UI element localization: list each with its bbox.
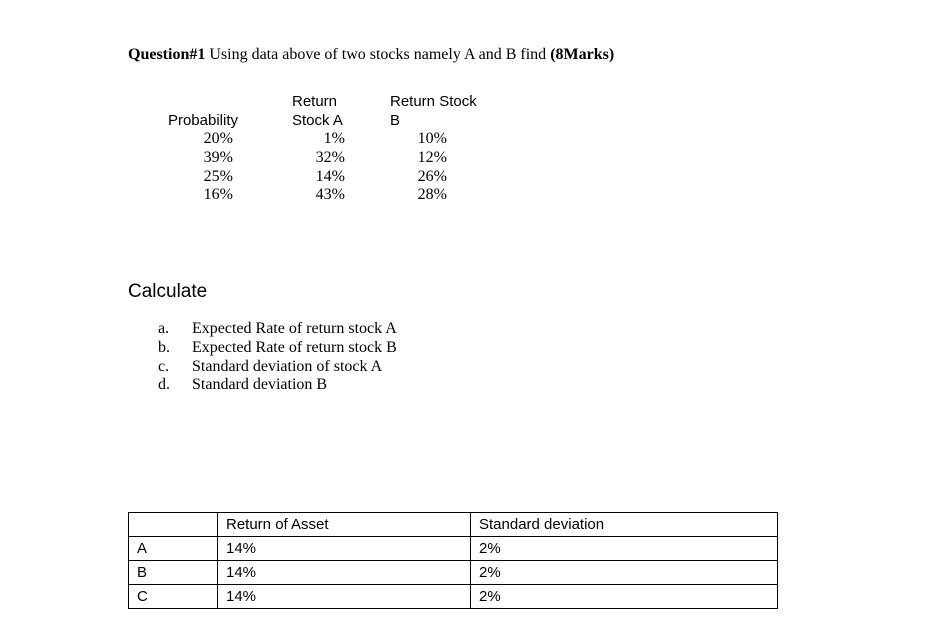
calculate-list: a. Expected Rate of return stock A b. Expe… <box>158 320 397 395</box>
question-title: Question#1 Using data above of two stock… <box>128 45 614 64</box>
stocks-column-return-stock-a: Return Stock A 1% 32% 14% 43% <box>288 93 345 205</box>
column-header: Return <box>292 93 338 110</box>
row-label: B <box>128 560 218 585</box>
list-item-marker: a. <box>158 320 170 337</box>
list-item-marker: c. <box>158 357 170 375</box>
stocks-column-return-stock-b: Return Stock B 10% 12% 26% 28% <box>386 93 477 205</box>
return-of-asset-cell: 14% <box>217 536 471 561</box>
list-item: c. Standard deviation of stock A <box>158 358 397 377</box>
return-of-asset-cell: 14% <box>217 560 471 585</box>
list-item: d. Standard deviation B <box>158 376 397 395</box>
return-a-value: 14% <box>315 167 345 185</box>
column-header: Probability <box>167 111 238 129</box>
table-header-row: Return of Asset Standard deviation <box>128 512 778 537</box>
row-label: C <box>128 584 218 609</box>
return-a-value: 1% <box>323 130 345 148</box>
table-row: A 14% 2% <box>128 536 778 561</box>
list-item-marker: b. <box>158 338 170 356</box>
list-item-text: Expected Rate of return stock A <box>192 320 397 337</box>
column-header: Stock A <box>292 111 343 129</box>
row-label: A <box>128 536 218 561</box>
standard-deviation-cell: 2% <box>470 536 778 561</box>
probability-value: 39% <box>203 149 233 167</box>
standard-deviation-cell: 2% <box>470 560 778 585</box>
probability-value: 25% <box>203 167 233 185</box>
header-cell-return-of-asset: Return of Asset <box>217 512 471 537</box>
column-header: B <box>390 111 401 129</box>
list-item-text: Standard deviation of stock A <box>192 357 383 375</box>
table-row: B 14% 2% <box>128 560 778 585</box>
calculate-heading: Calculate <box>128 281 208 302</box>
stocks-column-probability: Probability 20% 39% 25% 16% <box>150 112 238 205</box>
list-item-text: Expected Rate of return stock B <box>192 338 397 356</box>
probability-value: 16% <box>203 186 233 204</box>
question-marks: (8Marks) <box>550 46 615 63</box>
list-item-text: Standard deviation B <box>192 376 328 394</box>
results-table: Return of Asset Standard deviation A 14%… <box>128 512 778 609</box>
return-b-value: 12% <box>417 149 447 167</box>
header-cell-standard-deviation: Standard deviation <box>470 512 778 537</box>
return-a-value: 32% <box>315 149 345 167</box>
column-header: Return Stock <box>390 93 477 110</box>
standard-deviation-cell: 2% <box>470 584 778 609</box>
header-cell-blank <box>128 512 218 537</box>
question-number: Question#1 <box>128 46 206 63</box>
question-text: Using data above of two stocks namely A … <box>205 46 551 63</box>
return-b-value: 26% <box>417 167 447 185</box>
list-item: b. Expected Rate of return stock B <box>158 339 397 358</box>
list-item: a. Expected Rate of return stock A <box>158 320 397 339</box>
return-b-value: 28% <box>417 186 447 204</box>
table-row: C 14% 2% <box>128 584 778 609</box>
list-item-marker: d. <box>158 376 170 394</box>
return-of-asset-cell: 14% <box>217 584 471 609</box>
probability-value: 20% <box>203 130 233 148</box>
return-a-value: 43% <box>315 186 345 204</box>
return-b-value: 10% <box>417 130 447 148</box>
